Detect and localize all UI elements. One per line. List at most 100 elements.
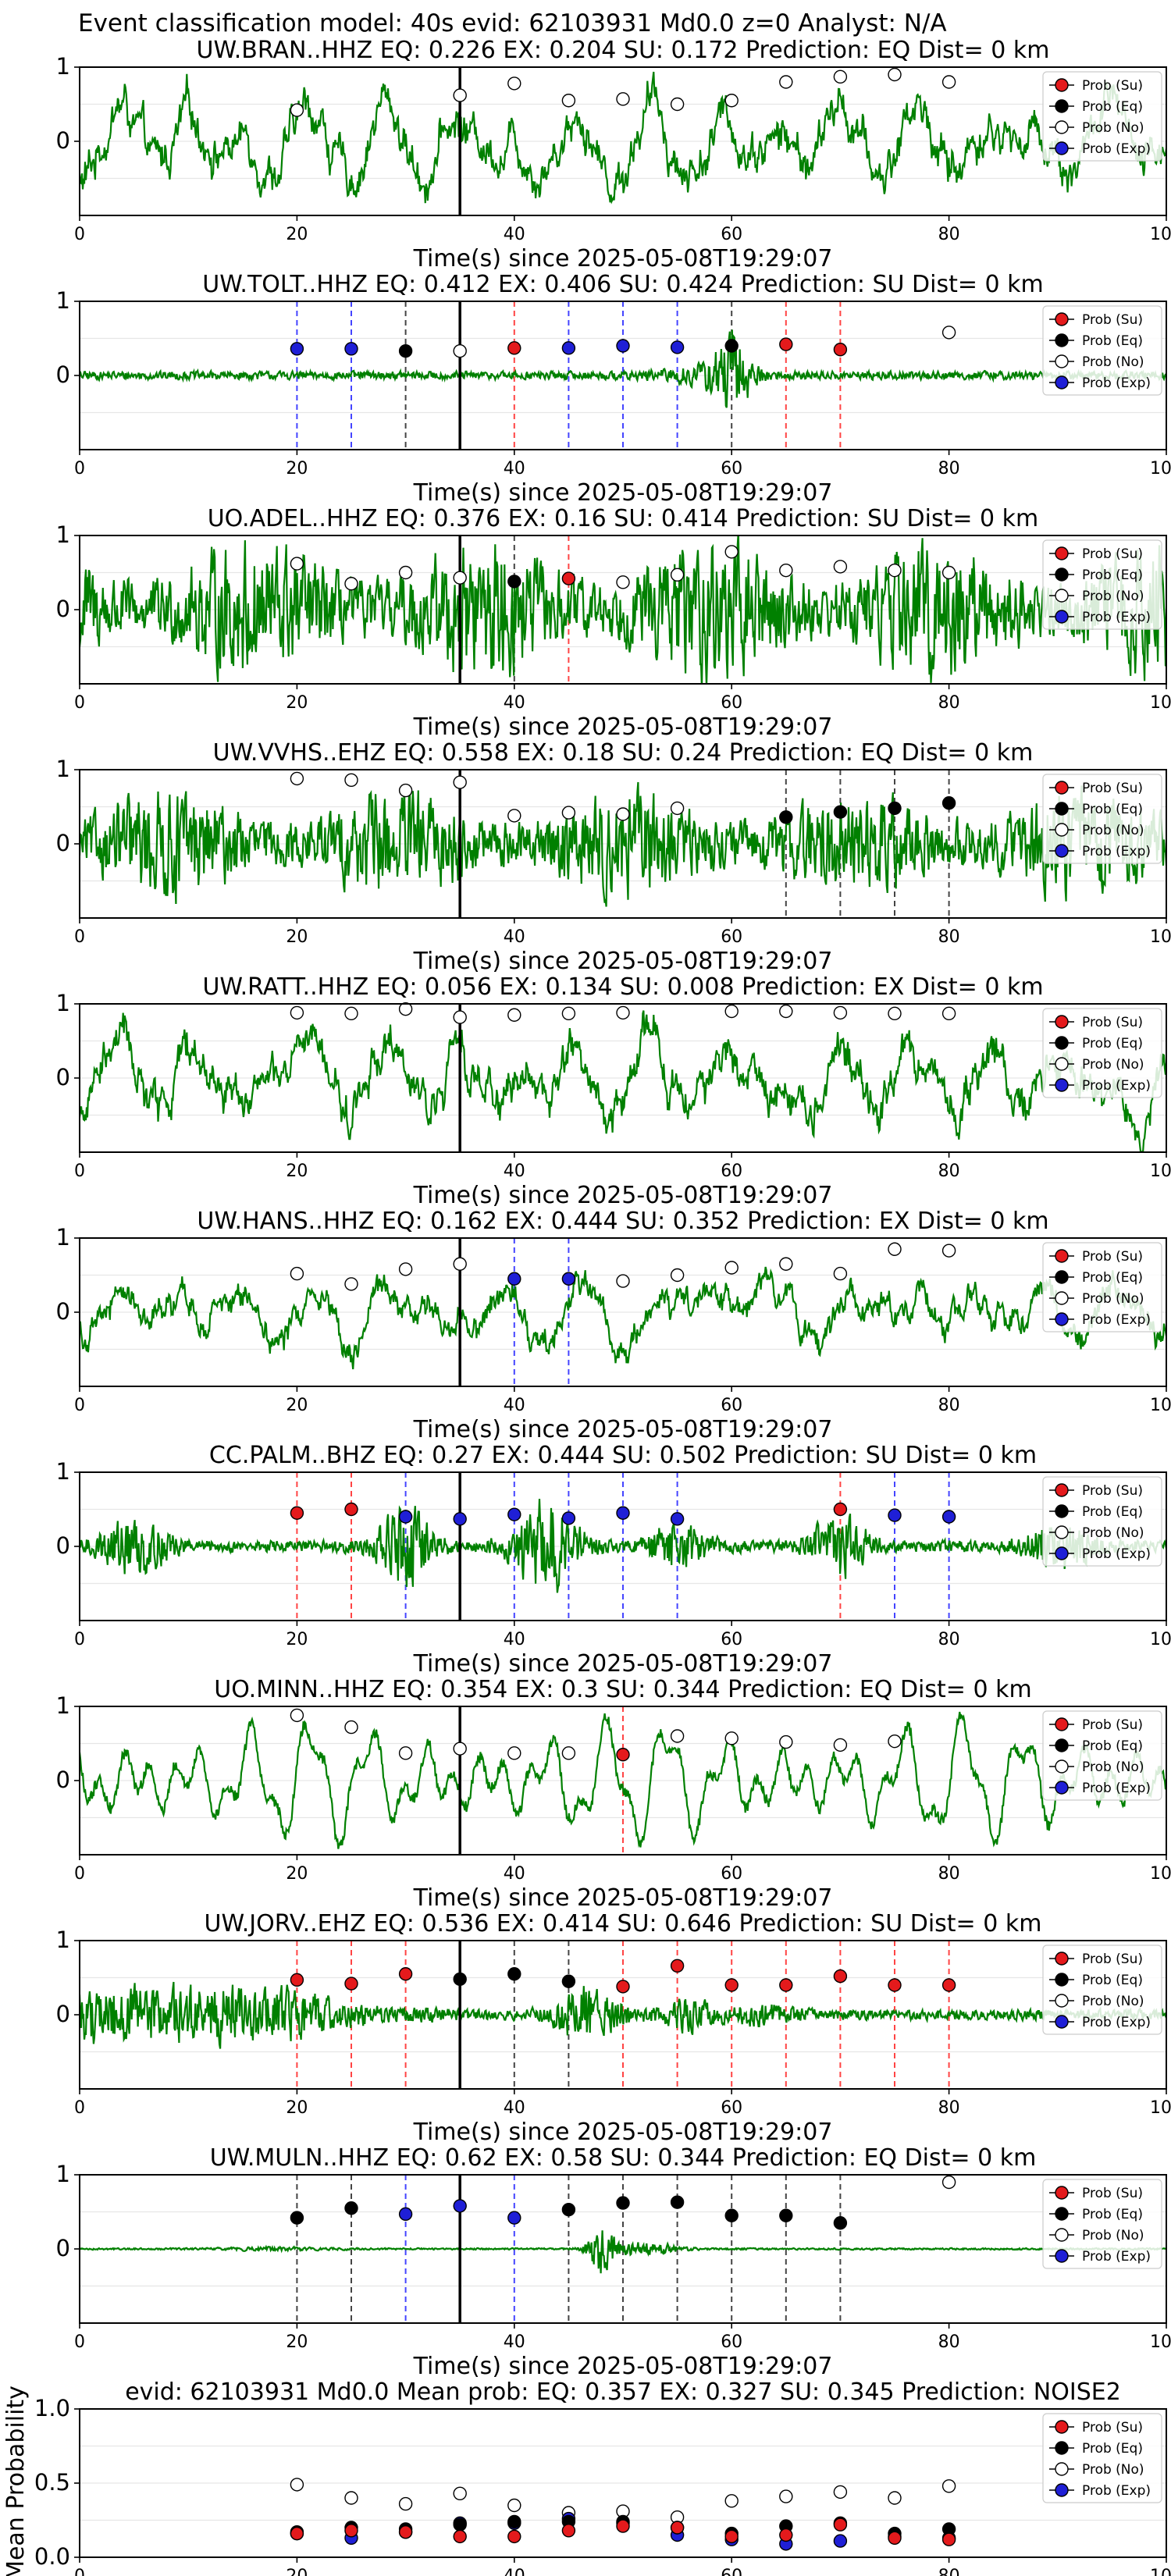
legend-box — [1042, 2413, 1162, 2503]
prob-marker-no — [941, 565, 956, 580]
prob-marker-no — [833, 1738, 848, 1752]
prob-marker-exp — [616, 1506, 630, 1520]
mean-prob-marker-su — [290, 2526, 304, 2541]
legend: Prob (Su) Prob (Eq) Prob (No) Prob (Exp) — [1042, 305, 1162, 396]
legend-marker-eq — [1055, 1738, 1069, 1752]
panel-title: UW.BRAN..HHZ EQ: 0.226 EX: 0.204 SU: 0.1… — [197, 37, 1050, 64]
x-tick-label: 60 — [721, 459, 742, 479]
legend: Prob (Su) Prob (Eq) Prob (No) Prob (Exp) — [1042, 1476, 1162, 1567]
mean-prob-marker-su — [888, 2531, 902, 2546]
x-tick-label: 100 — [1150, 225, 1171, 244]
legend-label: Prob (Eq) — [1082, 802, 1143, 817]
legend-label: Prob (Exp) — [1082, 375, 1151, 391]
x-tick-label: 80 — [938, 927, 960, 947]
x-tick-label: 80 — [938, 225, 960, 244]
mean-probability-panel: evid: 62103931 Md0.0 Mean prob: EQ: 0.35… — [2, 2379, 1171, 2576]
prob-marker-eq — [561, 1974, 576, 1988]
x-tick-label: 20 — [286, 1864, 308, 1884]
prob-marker-exp — [888, 1508, 902, 1522]
x-tick-label: 100 — [1150, 1162, 1171, 1181]
prob-marker-su — [398, 1967, 413, 1981]
legend-marker-exp — [1055, 1312, 1069, 1326]
legend-box — [1042, 1242, 1162, 1332]
legend-label: Prob (Exp) — [1082, 141, 1151, 157]
panel-title: UW.MULN..HHZ EQ: 0.62 EX: 0.58 SU: 0.344… — [210, 2144, 1037, 2172]
x-tick-label: 80 — [938, 1162, 960, 1181]
legend-label: Prob (No) — [1082, 354, 1144, 370]
y-tick-label: 0 — [56, 1532, 70, 1559]
y-axis-label: Mean Probability — [2, 2386, 30, 2576]
prob-marker-exp — [453, 2199, 467, 2213]
x-tick-label: 20 — [286, 693, 308, 713]
legend-box — [1042, 774, 1162, 864]
legend: Prob (Su) Prob (Eq) Prob (No) Prob (Exp) — [1042, 2179, 1162, 2269]
legend-marker-su — [1055, 1249, 1069, 1263]
legend-label: Prob (No) — [1082, 2228, 1144, 2243]
mean-prob-marker-eq — [453, 2517, 467, 2532]
y-tick-label: 0 — [56, 1064, 70, 1091]
waveform-trace — [80, 1711, 1166, 1849]
x-tick-label: 100 — [1150, 2567, 1171, 2576]
legend-label: Prob (No) — [1082, 1291, 1144, 1307]
x-tick-label: 40 — [504, 225, 525, 244]
station-panel-3: UO.ADEL..HHZ EQ: 0.376 EX: 0.16 SU: 0.41… — [56, 505, 1171, 741]
prob-marker-no — [290, 557, 304, 571]
prob-marker-exp — [398, 2207, 413, 2222]
legend-label: Prob (Eq) — [1082, 333, 1143, 349]
prob-marker-su — [833, 343, 848, 357]
waveform-trace — [80, 329, 1166, 408]
mean-prob-marker-no — [507, 2498, 521, 2513]
prob-marker-no — [888, 1242, 902, 1256]
legend-label: Prob (Exp) — [1082, 1546, 1151, 1562]
legend-marker-su — [1055, 1717, 1069, 1731]
legend-label: Prob (Eq) — [1082, 1270, 1143, 1286]
prob-marker-su — [616, 1748, 630, 1762]
panel-title: UW.JORV..EHZ EQ: 0.536 EX: 0.414 SU: 0.6… — [205, 1910, 1042, 1937]
x-tick-label: 40 — [504, 1864, 525, 1884]
y-tick-label: 1 — [56, 1458, 70, 1485]
x-tick-label: 80 — [938, 2332, 960, 2352]
legend: Prob (Su) Prob (Eq) Prob (No) Prob (Exp) — [1042, 1944, 1162, 2035]
prob-marker-no — [833, 1266, 848, 1281]
legend-box — [1042, 2179, 1162, 2269]
legend-marker-su — [1055, 1015, 1069, 1029]
prob-marker-exp — [561, 1511, 576, 1525]
legend-marker-su — [1055, 1952, 1069, 1966]
x-axis-label: Time(s) since 2025-05-08T19:29:07 — [413, 1182, 833, 1209]
prob-marker-no — [507, 1008, 521, 1022]
prob-marker-no — [888, 1734, 902, 1749]
legend-marker-exp — [1055, 375, 1069, 390]
x-tick-label: 40 — [504, 1162, 525, 1181]
mean-prob-marker-no — [779, 2489, 793, 2503]
prob-marker-eq — [398, 343, 413, 358]
mean-prob-marker-exp — [833, 2534, 848, 2548]
legend: Prob (Su) Prob (Eq) Prob (No) Prob (Exp) — [1042, 1242, 1162, 1332]
x-tick-label: 20 — [286, 2098, 308, 2118]
legend-marker-exp — [1055, 844, 1069, 858]
legend-label: Prob (Su) — [1082, 1717, 1143, 1733]
legend-marker-exp — [1055, 2483, 1069, 2497]
prob-marker-su — [724, 1978, 739, 1992]
x-axis-label: Time(s) since 2025-05-08T19:29:07 — [413, 245, 833, 272]
mean-prob-marker-su — [344, 2524, 358, 2538]
prob-marker-eq — [507, 1967, 521, 1981]
legend-label: Prob (Su) — [1082, 546, 1143, 562]
station-panel-2: UW.TOLT..HHZ EQ: 0.412 EX: 0.406 SU: 0.4… — [56, 271, 1171, 507]
legend-label: Prob (No) — [1082, 823, 1144, 838]
prob-marker-no — [290, 1266, 304, 1281]
legend-label: Prob (No) — [1082, 1994, 1144, 2009]
prob-marker-eq — [670, 2195, 685, 2209]
prob-marker-no — [616, 92, 630, 106]
legend-label: Prob (Su) — [1082, 312, 1143, 328]
legend-marker-eq — [1055, 1036, 1069, 1050]
x-tick-label: 60 — [721, 1162, 742, 1181]
legend-label: Prob (Exp) — [1082, 610, 1151, 625]
y-tick-label: 0 — [56, 361, 70, 388]
prob-marker-no — [398, 565, 413, 580]
x-axis-label: Time(s) since 2025-05-08T19:29:07 — [413, 948, 833, 975]
waveform-trace — [80, 1266, 1166, 1370]
y-tick-label: 1 — [56, 1927, 70, 1953]
legend-marker-exp — [1055, 2249, 1069, 2263]
legend-marker-eq — [1055, 568, 1069, 582]
legend-label: Prob (Eq) — [1082, 2441, 1143, 2457]
